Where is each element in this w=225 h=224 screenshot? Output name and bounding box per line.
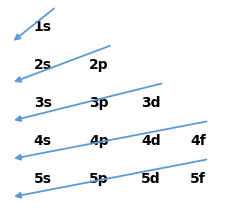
Text: 4f: 4f xyxy=(190,134,206,148)
Text: 2p: 2p xyxy=(89,58,109,72)
Text: 5d: 5d xyxy=(141,172,161,186)
Text: 5p: 5p xyxy=(89,172,109,186)
Text: 2s: 2s xyxy=(34,58,52,72)
Text: 5s: 5s xyxy=(34,172,52,186)
Text: 3d: 3d xyxy=(141,96,160,110)
Text: 5f: 5f xyxy=(190,172,206,186)
Text: 4p: 4p xyxy=(89,134,109,148)
Text: 1s: 1s xyxy=(34,20,52,34)
Text: 3p: 3p xyxy=(89,96,109,110)
Text: 4d: 4d xyxy=(141,134,161,148)
Text: 4s: 4s xyxy=(34,134,52,148)
Text: 3s: 3s xyxy=(34,96,52,110)
